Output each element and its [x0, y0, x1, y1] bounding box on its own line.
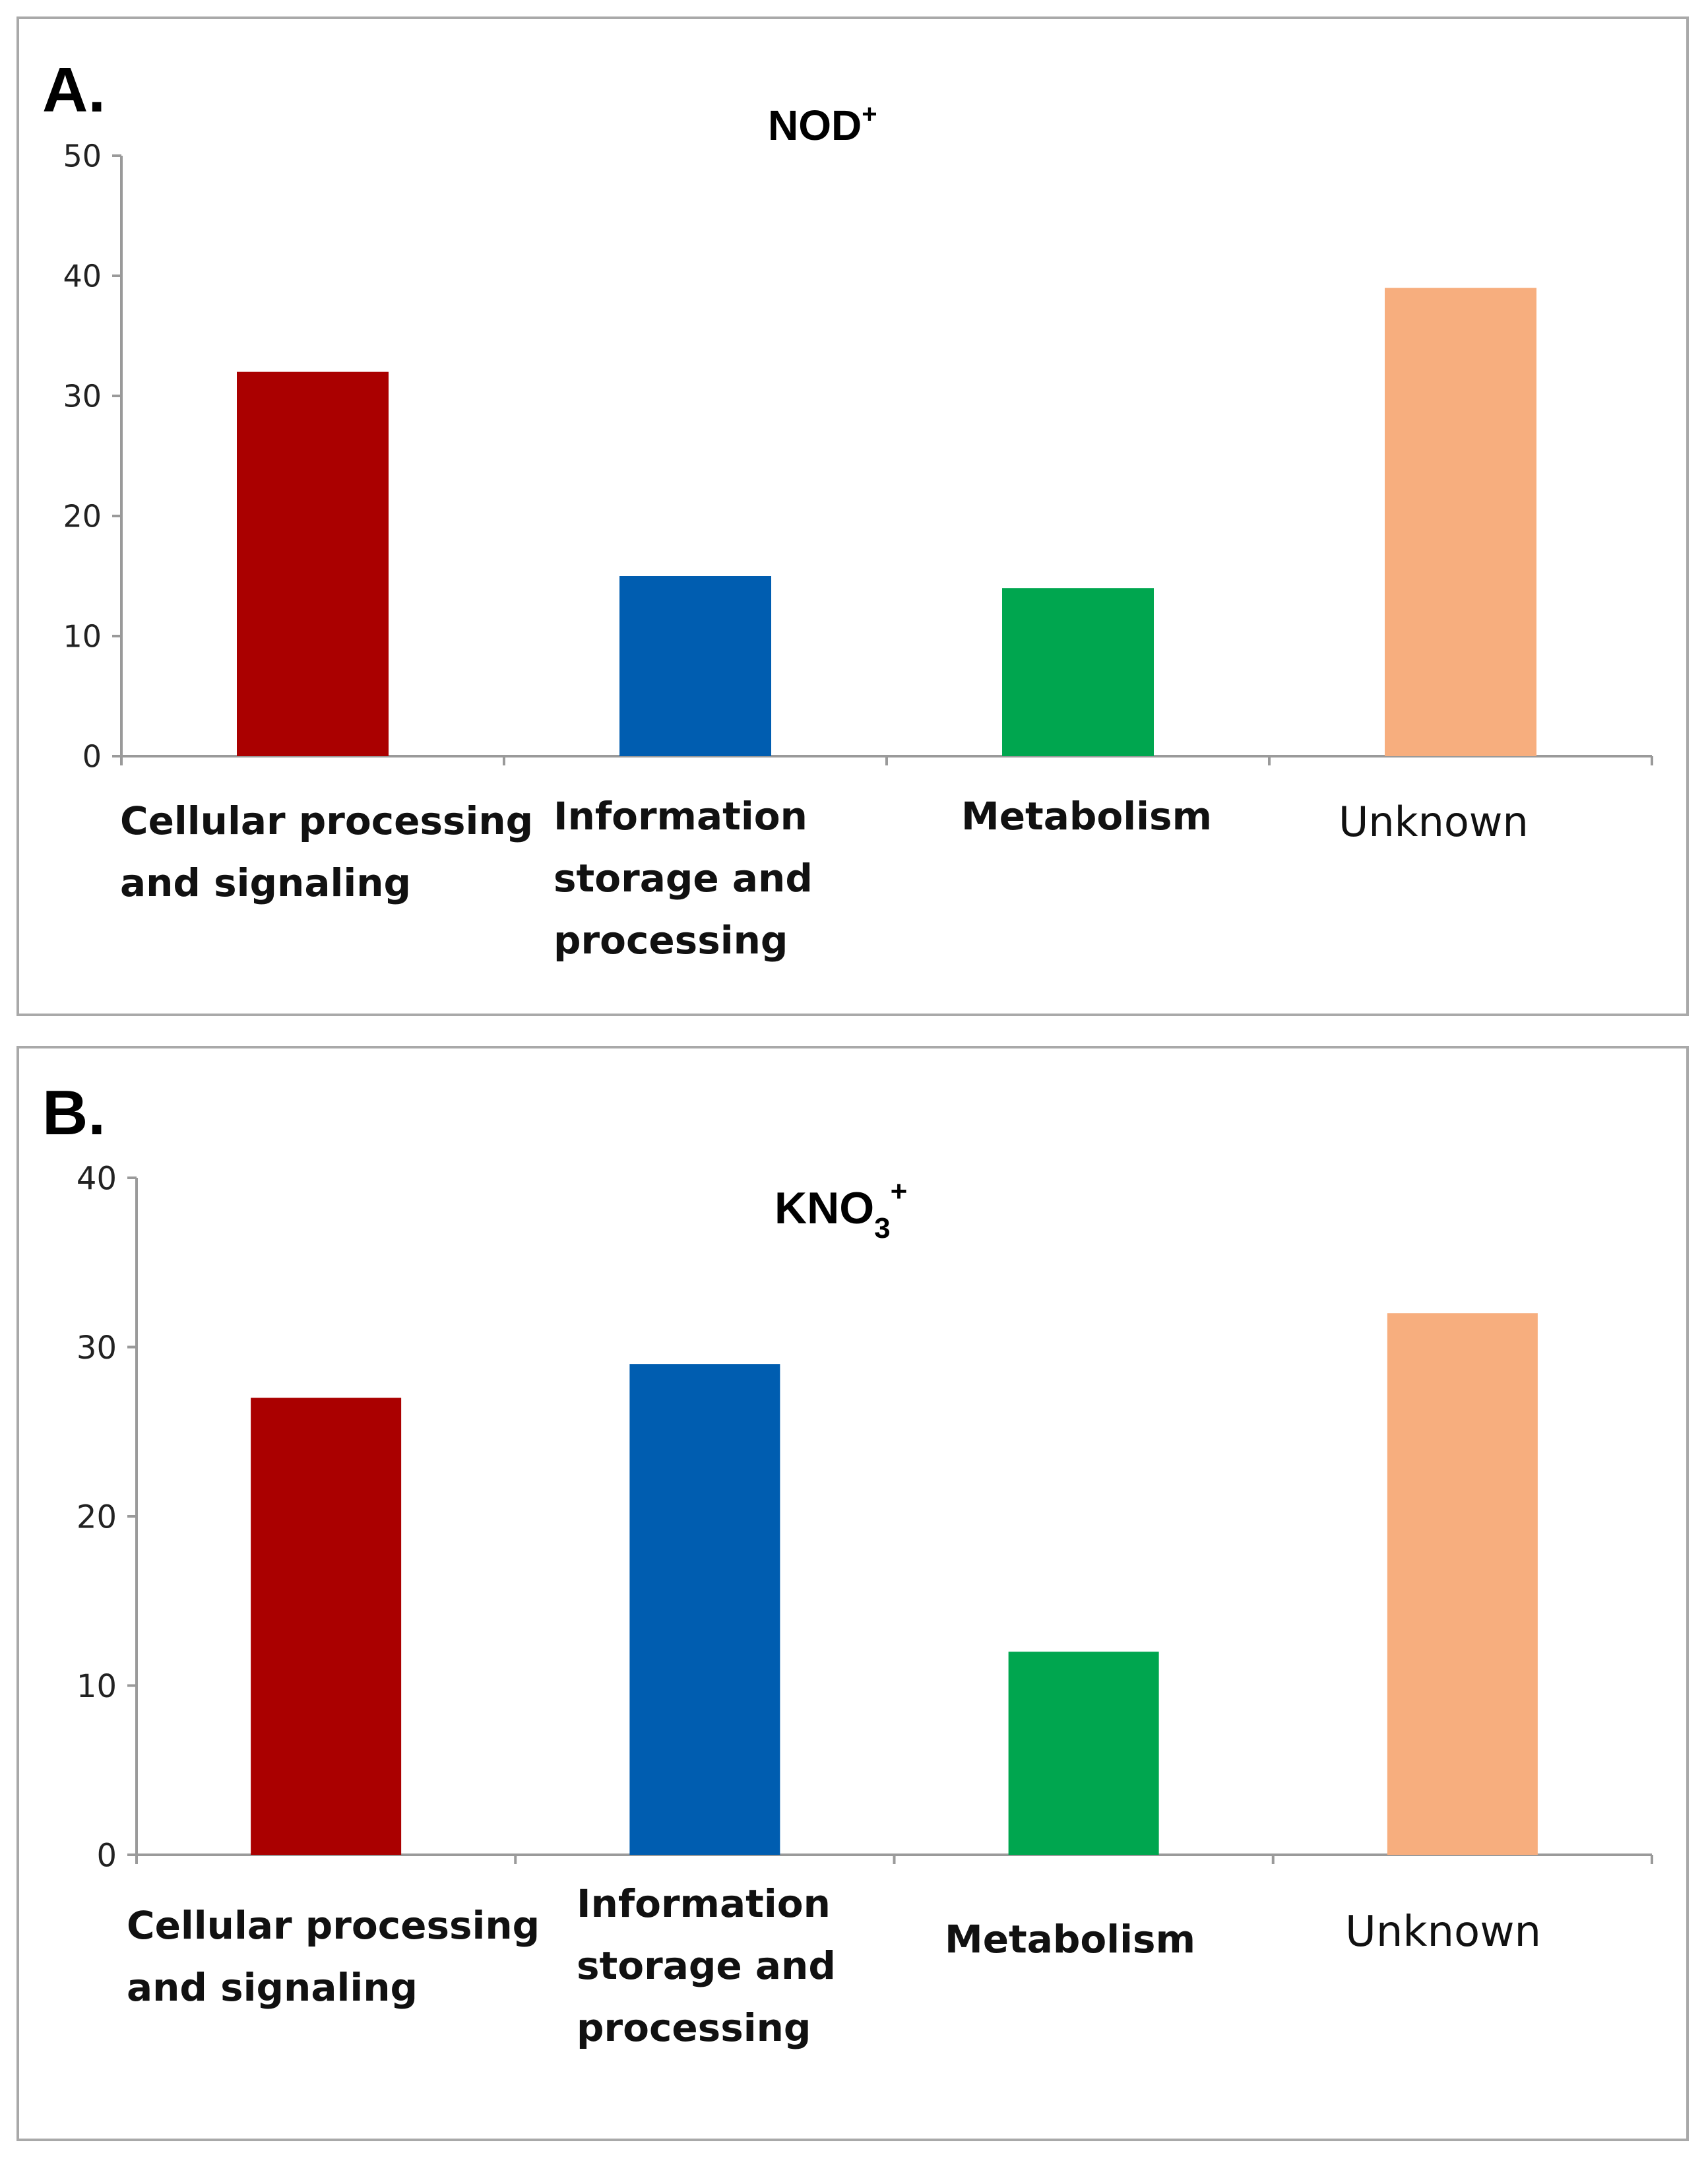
- y-tick-label: 40: [63, 259, 102, 294]
- category-label-line: storage and: [554, 856, 813, 901]
- bar: [1008, 1652, 1159, 1855]
- chart-title-b-sup: +: [891, 1175, 908, 1208]
- panel-b: B. KNO3+ 0 10 20 30 40 Cellular processing an…: [16, 1046, 1689, 2141]
- category-label-line: Metabolism: [945, 1917, 1195, 1962]
- y-tick-label: 20: [63, 499, 102, 534]
- bar: [251, 1398, 402, 1855]
- panel-label-a: A.: [42, 55, 106, 125]
- y-tick-label: 0: [96, 1837, 117, 1874]
- category-label-line: processing: [577, 2005, 811, 2050]
- y-tick-label: 30: [63, 379, 102, 414]
- chart-title-b: KNO3+: [775, 1175, 907, 1244]
- y-tick-label: 40: [77, 1160, 117, 1197]
- bar: [1002, 588, 1154, 756]
- category-label-line: and signaling: [127, 1965, 418, 2010]
- y-tick-label: 0: [82, 739, 102, 775]
- panel-a: A. NOD+ 0 10 20 30 40 50 Cellular processing a…: [16, 16, 1689, 1016]
- bar: [629, 1364, 780, 1855]
- chart-title-a-sup: +: [862, 100, 877, 129]
- category-label-line: Information: [577, 1881, 831, 1926]
- chart-title-b-sub: 3: [874, 1212, 890, 1244]
- y-tick-label: 50: [63, 139, 102, 174]
- category-label: Cellular processing and signaling: [127, 1903, 540, 2010]
- bar: [619, 576, 771, 756]
- category-label-line: storage and: [577, 1943, 836, 1988]
- y-tick-label: 10: [63, 619, 102, 655]
- bar: [1387, 1313, 1538, 1855]
- category-label: Unknown: [1339, 798, 1529, 846]
- chart-a-svg: A. NOD+ 0 10 20 30 40 50 Cellular processing a…: [42, 55, 1653, 963]
- category-label-line: Cellular processing: [120, 798, 533, 843]
- category-label-line: and signaling: [120, 860, 411, 905]
- category-label: Metabolism: [961, 794, 1212, 839]
- y-tick-label: 30: [77, 1330, 117, 1367]
- category-label: Metabolism: [945, 1917, 1195, 1962]
- category-label-line: Metabolism: [961, 794, 1212, 839]
- category-label-line: Information: [554, 794, 807, 839]
- y-tick-label: 10: [77, 1668, 117, 1705]
- category-label-line: Cellular processing: [127, 1903, 540, 1948]
- chart-title-a: NOD+: [768, 100, 877, 149]
- category-label-line: Unknown: [1339, 798, 1529, 846]
- category-label: Information storage and processing: [577, 1881, 836, 2050]
- panel-label-b: B.: [42, 1078, 106, 1148]
- category-label-line: Unknown: [1345, 1908, 1541, 1956]
- category-label-line: processing: [554, 918, 788, 963]
- category-label: Cellular processing and signaling: [120, 798, 533, 905]
- chart-title-a-main: NOD: [768, 102, 862, 149]
- bars-a: [237, 288, 1536, 756]
- category-labels-a: Cellular processing and signaling Informat…: [120, 794, 1529, 963]
- bar: [1385, 288, 1536, 756]
- y-tick-label: 20: [77, 1498, 117, 1535]
- chart-title-b-main: KNO: [775, 1183, 874, 1233]
- chart-b-svg: B. KNO3+ 0 10 20 30 40 Cellular processing an…: [42, 1078, 1653, 2050]
- category-labels-b: Cellular processing and signaling Informat…: [127, 1881, 1541, 2050]
- bars-b: [251, 1313, 1538, 1855]
- bar: [237, 371, 389, 756]
- category-label: Unknown: [1345, 1908, 1541, 1956]
- category-label: Information storage and processing: [554, 794, 813, 963]
